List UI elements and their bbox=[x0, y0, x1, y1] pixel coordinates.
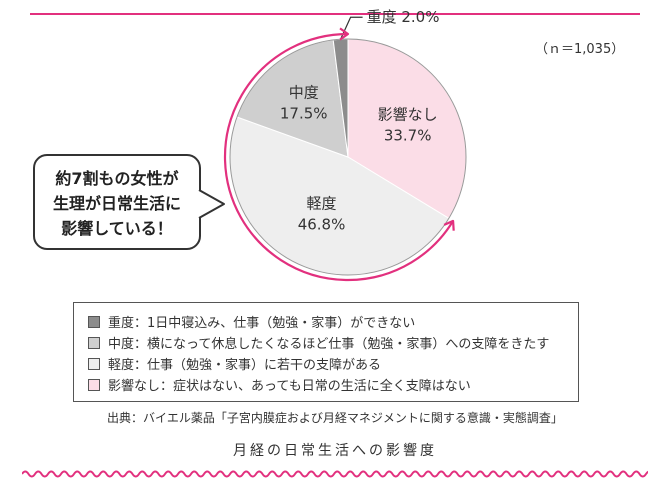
affected-share-arc bbox=[223, 32, 455, 282]
severe-label: 重度 2.0% bbox=[367, 8, 440, 26]
wave-line bbox=[22, 470, 648, 478]
source-citation: 出典：バイエル薬品「子宮内膜症および月経マネジメントに関する意識・実態調査」 bbox=[107, 411, 563, 425]
legend-swatch-2 bbox=[88, 357, 100, 370]
legend-item-1: 中度：横になって休息したくなるほど仕事（勉強・家事）への支障をきたす bbox=[88, 332, 578, 353]
sample-size-note: （ｎ＝1,035） bbox=[535, 42, 625, 57]
legend-item-2: 軽度：仕事（勉強・家事）に若干の支障がある bbox=[88, 353, 578, 374]
callout-line-2: 生理が日常生活に bbox=[52, 194, 181, 213]
legend-swatch-1 bbox=[88, 336, 100, 349]
legend-text-2: 軽度：仕事（勉強・家事）に若干の支障がある bbox=[108, 358, 382, 373]
slice-value-label-1: 46.8% bbox=[298, 215, 346, 233]
legend-text-1: 中度：横になって休息したくなるほど仕事（勉強・家事）への支障をきたす bbox=[108, 337, 550, 352]
legend-swatch-3 bbox=[88, 378, 100, 391]
legend-text-0: 重度：1日中寝込み、仕事（勉強・家事）ができない bbox=[108, 316, 416, 331]
slice-name-label-1: 軽度 bbox=[307, 194, 337, 212]
slice-value-label-0: 33.7% bbox=[384, 126, 432, 144]
legend-text-3: 影響なし：症状はない、あっても日常の生活に全く支障はない bbox=[108, 379, 471, 394]
arc-arrow-start bbox=[443, 219, 455, 231]
top-rule bbox=[30, 13, 640, 15]
callout-tail bbox=[198, 189, 225, 219]
arc-arrow-end bbox=[339, 27, 350, 41]
chart-title: 月経の日常生活への影響度 bbox=[233, 443, 437, 459]
legend-item-0: 重度：1日中寝込み、仕事（勉強・家事）ができない bbox=[88, 311, 578, 332]
legend-item-3: 影響なし：症状はない、あっても日常の生活に全く支障はない bbox=[88, 374, 578, 395]
legend: 重度：1日中寝込み、仕事（勉強・家事）ができない中度：横になって休息したくなるほ… bbox=[73, 302, 579, 402]
pie-outline bbox=[229, 38, 467, 276]
slice-value-label-2: 17.5% bbox=[280, 105, 328, 123]
callout-bubble: 約7割もの女性が 生理が日常生活に 影響している！ bbox=[33, 154, 201, 250]
pie-chart: 影響なし 33.7% 軽度 46.8% 中度 17.5% 重度 2.0% bbox=[223, 8, 467, 282]
slice-name-label-0: 影響なし bbox=[378, 105, 438, 123]
callout-line-1: 約7割もの女性が bbox=[55, 169, 179, 188]
callout-line-3: 影響している！ bbox=[61, 219, 173, 238]
legend-swatch-0 bbox=[88, 315, 100, 328]
bottom-wave-border bbox=[22, 470, 648, 478]
slice-name-label-2: 中度 bbox=[289, 84, 319, 102]
